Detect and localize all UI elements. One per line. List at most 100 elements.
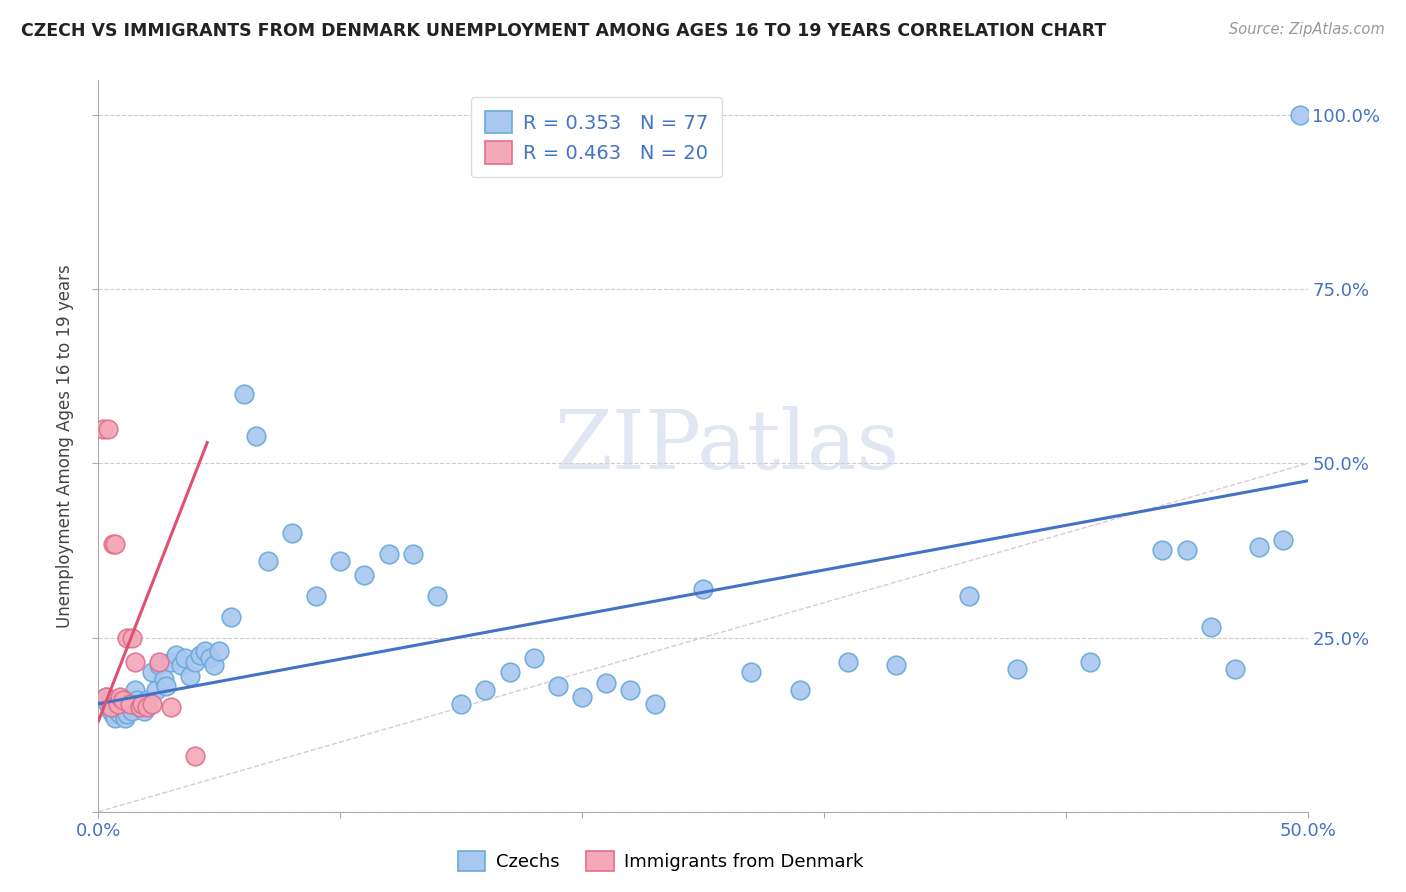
Point xyxy=(174,651,197,665)
Point xyxy=(111,704,134,718)
Text: CZECH VS IMMIGRANTS FROM DENMARK UNEMPLOYMENT AMONG AGES 16 TO 19 YEARS CORRELAT: CZECH VS IMMIGRANTS FROM DENMARK UNEMPLO… xyxy=(21,22,1107,40)
Point xyxy=(644,697,666,711)
Point xyxy=(450,697,472,711)
Point xyxy=(329,554,352,568)
Point xyxy=(117,631,139,645)
Point xyxy=(131,697,153,711)
Point xyxy=(198,651,221,665)
Point xyxy=(108,697,131,711)
Point xyxy=(595,676,617,690)
Point xyxy=(100,693,122,707)
Text: Source: ZipAtlas.com: Source: ZipAtlas.com xyxy=(1229,22,1385,37)
Point xyxy=(1078,655,1101,669)
Point xyxy=(692,582,714,596)
Point xyxy=(353,567,375,582)
Point xyxy=(837,655,859,669)
Point xyxy=(1152,543,1174,558)
Point xyxy=(256,554,278,568)
Point xyxy=(184,655,207,669)
Point xyxy=(1289,108,1312,122)
Point xyxy=(148,658,170,673)
Point xyxy=(523,651,546,665)
Point xyxy=(104,536,127,550)
Point xyxy=(184,749,207,764)
Point xyxy=(101,700,124,714)
Point xyxy=(124,697,146,711)
Point xyxy=(1199,620,1222,634)
Point xyxy=(221,609,243,624)
Point xyxy=(204,658,226,673)
Point xyxy=(118,697,141,711)
Point xyxy=(160,700,183,714)
Point xyxy=(91,421,114,435)
Point xyxy=(426,589,449,603)
Point xyxy=(1272,533,1295,547)
Point xyxy=(94,690,117,704)
Point xyxy=(107,697,129,711)
Point xyxy=(1223,662,1246,676)
Point xyxy=(108,690,131,704)
Point xyxy=(155,679,177,693)
Point xyxy=(104,711,127,725)
Point xyxy=(1175,543,1198,558)
Point xyxy=(124,682,146,697)
Point xyxy=(141,697,163,711)
Point xyxy=(740,665,762,680)
Point xyxy=(165,648,187,662)
Point xyxy=(179,669,201,683)
Point xyxy=(619,682,641,697)
Point xyxy=(94,690,117,704)
Point xyxy=(188,648,211,662)
Point xyxy=(107,704,129,718)
Point xyxy=(377,547,399,561)
Point xyxy=(886,658,908,673)
Point xyxy=(111,700,134,714)
Point xyxy=(121,704,143,718)
Point xyxy=(245,428,267,442)
Point xyxy=(281,526,304,541)
Point xyxy=(111,693,134,707)
Text: ZIPatlas: ZIPatlas xyxy=(554,406,900,486)
Point xyxy=(305,589,328,603)
Point xyxy=(131,697,153,711)
Point xyxy=(101,707,124,722)
Legend: R = 0.353   N = 77, R = 0.463   N = 20: R = 0.353 N = 77, R = 0.463 N = 20 xyxy=(471,97,723,178)
Point xyxy=(124,655,146,669)
Point xyxy=(107,700,129,714)
Point xyxy=(402,547,425,561)
Y-axis label: Unemployment Among Ages 16 to 19 years: Unemployment Among Ages 16 to 19 years xyxy=(56,264,75,628)
Point xyxy=(957,589,980,603)
Point xyxy=(547,679,569,693)
Point xyxy=(128,700,150,714)
Point xyxy=(117,707,139,722)
Legend: Czechs, Immigrants from Denmark: Czechs, Immigrants from Denmark xyxy=(451,844,870,879)
Point xyxy=(169,658,191,673)
Point xyxy=(127,693,149,707)
Point xyxy=(145,682,167,697)
Point xyxy=(498,665,520,680)
Point xyxy=(100,704,122,718)
Point xyxy=(135,693,157,707)
Point xyxy=(117,693,139,707)
Point xyxy=(100,700,122,714)
Point xyxy=(474,682,496,697)
Point xyxy=(101,536,124,550)
Point xyxy=(789,682,811,697)
Point xyxy=(97,697,120,711)
Point xyxy=(1249,540,1271,554)
Point xyxy=(114,711,136,725)
Point xyxy=(128,700,150,714)
Point xyxy=(1007,662,1029,676)
Point xyxy=(148,655,170,669)
Point xyxy=(104,697,127,711)
Point xyxy=(160,655,183,669)
Point xyxy=(118,700,141,714)
Point xyxy=(134,704,156,718)
Point xyxy=(571,690,593,704)
Point xyxy=(108,707,131,722)
Point xyxy=(97,421,120,435)
Point xyxy=(194,644,217,658)
Point xyxy=(152,673,174,687)
Point xyxy=(135,700,157,714)
Point xyxy=(232,386,254,401)
